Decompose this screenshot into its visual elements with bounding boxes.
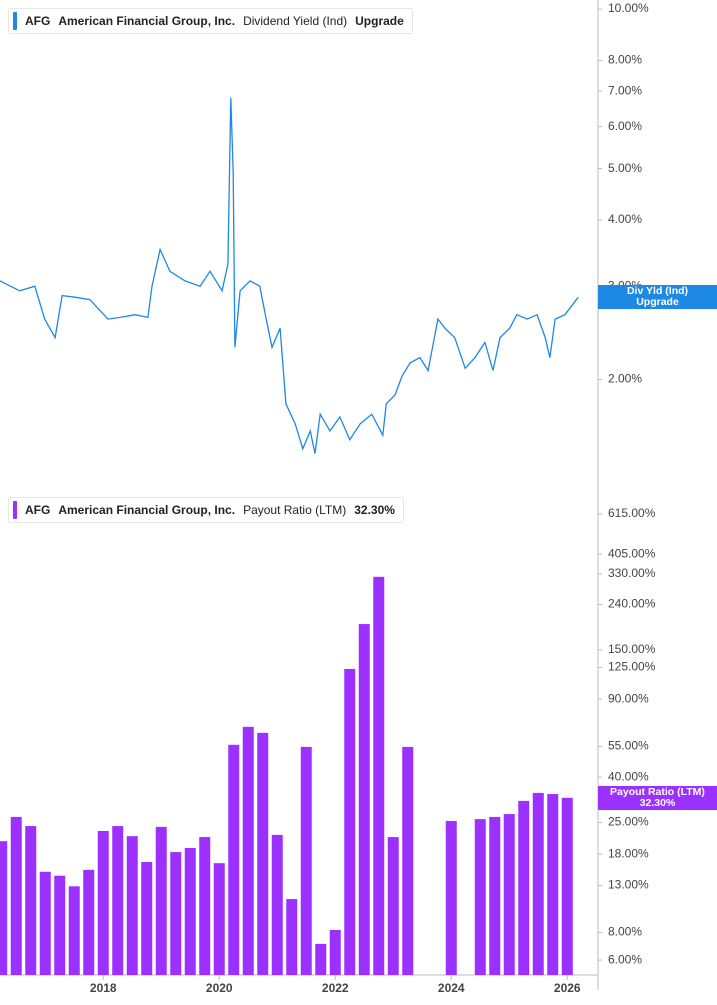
bar	[54, 875, 66, 975]
bar	[445, 821, 457, 975]
x-tick-label: 2026	[554, 981, 581, 995]
bar	[329, 929, 341, 975]
y-tick-label: 40.00%	[608, 769, 649, 783]
bar	[257, 732, 269, 975]
bar	[126, 836, 138, 975]
legend-swatch	[13, 501, 17, 519]
line	[0, 97, 579, 454]
bar	[97, 831, 109, 975]
y-tick-label: 330.00%	[608, 566, 656, 580]
bar	[315, 943, 327, 975]
bar	[547, 794, 559, 975]
ticker: AFG	[25, 14, 51, 28]
badge-value: 32.30%	[639, 796, 676, 809]
y-tick-label: 615.00%	[608, 506, 656, 520]
bar	[561, 797, 573, 975]
company: American Financial Group, Inc.	[58, 503, 236, 517]
value-badge: Payout Ratio (LTM) 32.30%	[598, 785, 717, 810]
y-tick-label: 90.00%	[608, 691, 649, 705]
badge-value: Upgrade	[636, 296, 679, 309]
y-tick-label: 4.00%	[608, 212, 642, 226]
bar	[199, 837, 211, 975]
bar	[373, 576, 385, 975]
y-tick-label: 6.00%	[608, 952, 642, 966]
bar	[213, 863, 225, 975]
bar	[141, 862, 153, 975]
y-tick-label: 13.00%	[608, 878, 649, 892]
bar	[112, 826, 124, 975]
y-tick-label: 55.00%	[608, 739, 649, 753]
y-tick-label: 150.00%	[608, 642, 656, 656]
bar	[83, 869, 95, 975]
company: American Financial Group, Inc.	[58, 14, 236, 28]
bar	[474, 819, 486, 975]
badge-label: Div Yld (Ind)	[626, 285, 689, 298]
bar	[532, 792, 544, 975]
y-tick-label: 240.00%	[608, 597, 656, 611]
bar	[242, 726, 254, 975]
bar	[518, 800, 530, 975]
y-tick-label: 8.00%	[608, 925, 642, 939]
bar	[68, 886, 80, 975]
bar	[10, 816, 22, 975]
x-tick-label: 2024	[438, 981, 465, 995]
legend: AFG American Financial Group, Inc. Divid…	[8, 8, 413, 34]
bar	[271, 834, 283, 975]
y-tick-label: 25.00%	[608, 815, 649, 829]
bar	[344, 668, 356, 975]
x-tick-label: 2018	[90, 981, 117, 995]
bar	[503, 814, 515, 975]
bar	[387, 837, 399, 975]
bar	[286, 899, 298, 975]
bar	[358, 624, 370, 975]
y-tick-label: 2.00%	[608, 372, 642, 386]
bar	[300, 746, 312, 975]
legend-value: 32.30%	[354, 503, 395, 517]
bar	[0, 841, 8, 975]
bar	[228, 744, 240, 975]
legend: AFG American Financial Group, Inc. Payou…	[8, 497, 404, 523]
x-tick-label: 2020	[206, 981, 233, 995]
ticker: AFG	[25, 503, 51, 517]
y-tick-label: 125.00%	[608, 660, 656, 674]
bar	[402, 746, 414, 975]
bar	[489, 816, 501, 975]
bar	[39, 871, 51, 975]
y-tick-label: 405.00%	[608, 546, 656, 560]
y-tick-label: 10.00%	[608, 1, 649, 15]
bar	[155, 826, 167, 975]
y-tick-label: 18.00%	[608, 846, 649, 860]
bar	[170, 852, 182, 975]
y-tick-label: 5.00%	[608, 161, 642, 175]
value-badge: Div Yld (Ind) Upgrade	[598, 285, 717, 310]
bar	[184, 847, 196, 975]
bar	[25, 826, 37, 975]
series-name: Dividend Yield (Ind)	[243, 14, 348, 28]
y-tick-label: 6.00%	[608, 119, 642, 133]
x-tick-label: 2022	[322, 981, 349, 995]
series-name: Payout Ratio (LTM)	[243, 503, 347, 517]
legend-swatch	[13, 12, 17, 30]
y-tick-label: 7.00%	[608, 83, 642, 97]
rating: Upgrade	[355, 14, 404, 28]
y-tick-label: 8.00%	[608, 53, 642, 67]
badge-label: Payout Ratio (LTM)	[610, 785, 705, 798]
